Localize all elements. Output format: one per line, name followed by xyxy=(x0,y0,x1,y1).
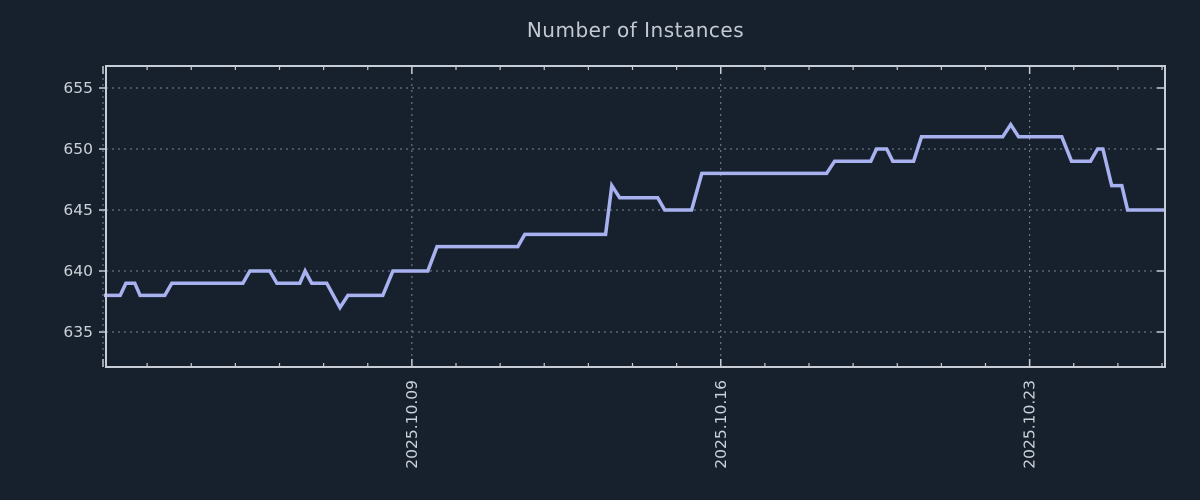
y-tick-label: 640 xyxy=(63,262,93,280)
y-tick-label: 655 xyxy=(63,79,93,97)
plot-border xyxy=(105,65,1166,368)
x-tick-label: 2025.10.23 xyxy=(1021,380,1039,469)
series-line-instances xyxy=(104,121,1165,312)
chart-title: Number of Instances xyxy=(526,18,745,42)
y-tick-label: 645 xyxy=(63,201,93,219)
y-tick-label: 635 xyxy=(63,323,93,341)
y-tick-label: 650 xyxy=(63,140,93,158)
x-tick-label: 2025.10.09 xyxy=(403,380,421,469)
x-tick-label: 2025.10.16 xyxy=(712,380,730,469)
